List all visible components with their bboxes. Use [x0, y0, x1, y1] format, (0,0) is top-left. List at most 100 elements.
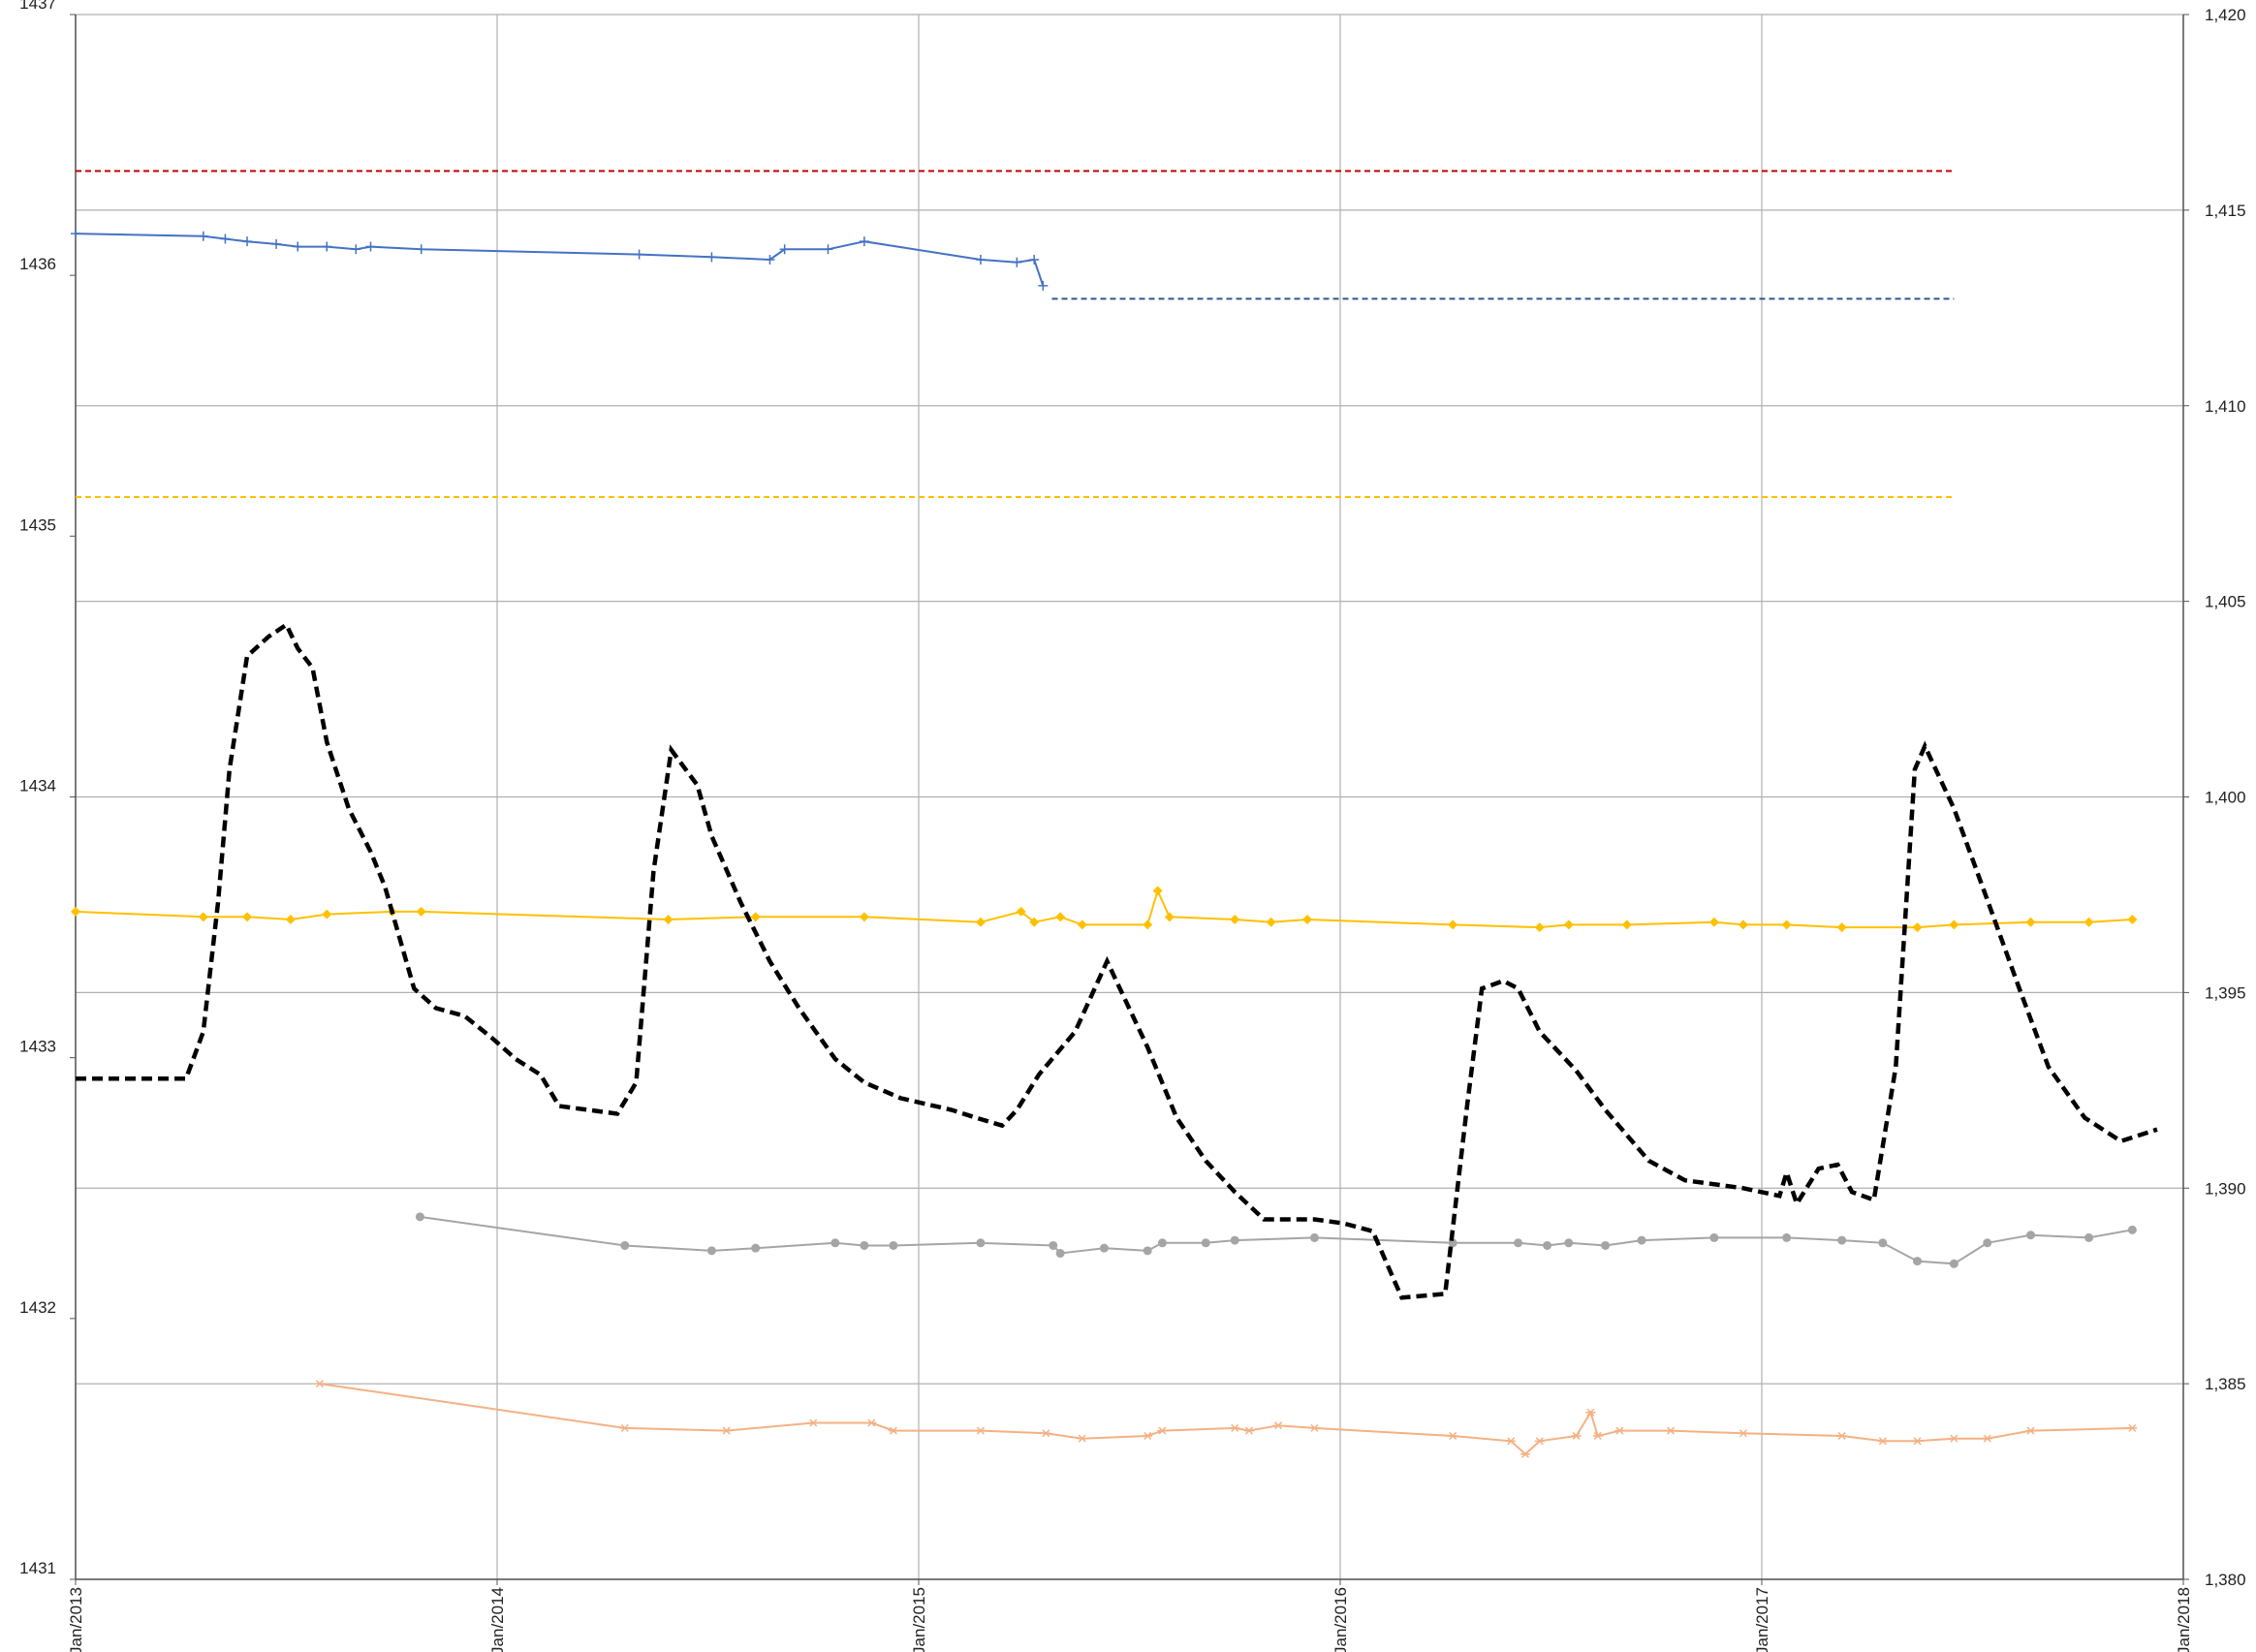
marker — [1912, 1437, 1923, 1446]
y2-tick-label: 1,400 — [2205, 789, 2246, 807]
marker — [779, 244, 790, 255]
marker — [416, 244, 426, 255]
y2-tick-label: 1,405 — [2205, 593, 2246, 611]
marker — [1157, 1426, 1168, 1435]
series-line — [420, 1215, 2133, 1265]
x-tick-label: Jan/2018 — [2175, 1587, 2193, 1652]
marker — [1982, 1434, 1992, 1443]
marker — [1621, 920, 1632, 930]
marker — [1543, 1240, 1552, 1250]
marker — [1514, 1238, 1523, 1248]
marker — [830, 1238, 840, 1248]
marker — [1038, 280, 1049, 291]
marker — [314, 1380, 325, 1388]
marker — [271, 238, 282, 249]
marker — [860, 1240, 869, 1250]
marker — [1781, 920, 1792, 930]
marker — [1201, 1238, 1210, 1248]
marker — [1041, 1429, 1051, 1438]
marker — [859, 236, 869, 247]
marker — [1949, 920, 1959, 930]
marker — [1077, 1434, 1087, 1443]
marker — [750, 912, 761, 922]
x-tick-label: Jan/2016 — [1332, 1587, 1350, 1652]
marker — [1077, 920, 1087, 930]
y2-tick-label: 1,380 — [2205, 1571, 2246, 1589]
marker — [1949, 1434, 1959, 1443]
marker — [1637, 1235, 1646, 1245]
marker — [706, 1246, 716, 1256]
marker — [1029, 255, 1040, 265]
marker — [975, 1426, 986, 1435]
marker — [2025, 1426, 2036, 1435]
marker — [2127, 1225, 2137, 1234]
x-tick-label: Jan/2013 — [67, 1587, 85, 1652]
y-tick-label: 1436 — [19, 255, 56, 273]
x-tick-label: Jan/2015 — [910, 1587, 928, 1652]
marker — [889, 1240, 898, 1250]
marker — [242, 236, 253, 247]
y-tick-label: 1437 — [19, 0, 56, 13]
marker — [975, 255, 986, 265]
marker — [634, 249, 644, 260]
marker — [1601, 1240, 1611, 1250]
marker — [1012, 257, 1022, 267]
x-tick-label: Jan/2017 — [1753, 1587, 1771, 1652]
marker — [1055, 1249, 1065, 1259]
marker — [866, 1418, 877, 1427]
marker — [71, 906, 80, 917]
marker — [351, 244, 361, 255]
y2-tick-label: 1,385 — [2205, 1375, 2246, 1393]
marker — [293, 241, 303, 252]
marker — [1244, 1426, 1255, 1435]
marker — [888, 1426, 898, 1435]
marker — [1666, 1426, 1676, 1435]
y-tick-label: 1435 — [19, 515, 56, 534]
marker — [663, 915, 674, 925]
marker — [1230, 1235, 1239, 1245]
y2-tick-label: 1,390 — [2205, 1179, 2246, 1198]
marker — [619, 1423, 630, 1432]
series-line — [75, 888, 2133, 929]
marker — [242, 912, 253, 922]
marker — [1913, 1257, 1923, 1266]
marker — [322, 241, 332, 252]
marker — [1592, 1431, 1603, 1440]
marker — [2127, 915, 2138, 925]
series-line — [319, 1383, 2133, 1456]
marker — [1738, 1429, 1748, 1438]
marker — [1877, 1437, 1888, 1446]
y-tick-label: 1431 — [19, 1559, 56, 1577]
marker — [2084, 1232, 2094, 1242]
marker — [198, 912, 208, 922]
marker — [220, 234, 231, 244]
marker — [416, 906, 426, 917]
x-tick-label: Jan/2014 — [488, 1587, 507, 1652]
marker — [1143, 1246, 1152, 1256]
marker — [415, 1212, 424, 1222]
marker — [2127, 1423, 2138, 1432]
marker — [1836, 1431, 1847, 1440]
marker — [1520, 1449, 1530, 1458]
marker — [765, 255, 775, 265]
marker — [1571, 1431, 1582, 1440]
y2-tick-label: 1,410 — [2205, 397, 2246, 416]
marker — [1614, 1426, 1625, 1435]
marker — [1837, 1235, 1847, 1245]
marker — [1143, 1431, 1153, 1440]
marker — [1564, 1238, 1574, 1248]
marker — [1912, 922, 1923, 933]
marker — [1230, 1423, 1240, 1432]
marker — [1055, 912, 1066, 922]
marker — [1534, 1437, 1545, 1446]
y2-tick-label: 1,420 — [2205, 6, 2246, 24]
marker — [706, 252, 717, 263]
marker — [2026, 1231, 2036, 1240]
marker — [1506, 1437, 1517, 1446]
series-line — [76, 621, 2158, 1300]
marker — [2084, 917, 2094, 927]
marker — [1983, 1238, 1992, 1248]
marker — [1836, 922, 1847, 933]
marker — [976, 1238, 986, 1248]
marker — [1585, 1408, 1596, 1417]
